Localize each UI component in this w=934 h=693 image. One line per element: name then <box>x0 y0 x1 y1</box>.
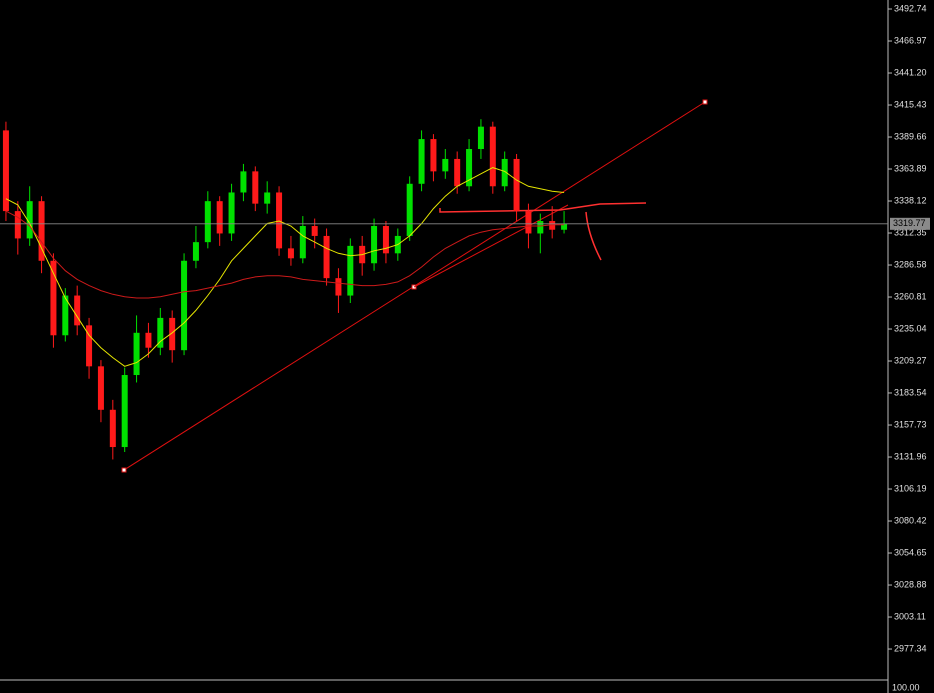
y-tick-label: 3338.12 <box>894 195 927 205</box>
candle-body <box>50 260 57 336</box>
y-tick-label: 3415.43 <box>894 99 927 109</box>
candle-body <box>204 201 211 243</box>
y-tick-label: 3492.74 <box>894 3 927 13</box>
y-tick-label: 3286.58 <box>894 259 927 269</box>
candle-body <box>216 201 223 234</box>
y-tick-label: 3028.88 <box>894 579 927 589</box>
drawn-level <box>439 202 647 213</box>
candle-body <box>335 278 342 296</box>
y-tick-label: 3209.27 <box>894 355 927 365</box>
candle-body <box>287 248 294 259</box>
indicator-label: 100.00 <box>892 682 920 692</box>
candle-body <box>74 295 81 326</box>
candle-body <box>537 221 544 234</box>
candle-body <box>477 126 484 150</box>
candle-body <box>252 171 259 204</box>
y-tick-label: 3157.73 <box>894 419 927 429</box>
candle-body <box>169 317 176 351</box>
y-tick-label: 2977.34 <box>894 643 927 653</box>
last-price-label: 3319.77 <box>893 218 926 228</box>
y-tick-label: 3183.54 <box>894 387 927 397</box>
moving-average <box>5 167 565 367</box>
candle-body <box>157 317 164 348</box>
candle-body <box>323 235 330 279</box>
y-tick-label: 3080.42 <box>894 515 927 525</box>
candle-body <box>371 226 378 264</box>
y-tick-label: 3054.65 <box>894 547 927 557</box>
y-tick-label: 3003.11 <box>894 611 926 621</box>
y-tick-label: 3131.96 <box>894 451 927 461</box>
y-tick-label: 3441.20 <box>894 67 927 77</box>
last-price-box <box>890 217 930 230</box>
candle-body <box>406 183 413 236</box>
candle-body <box>561 223 568 230</box>
candle-body <box>442 158 449 172</box>
y-tick-label: 3106.19 <box>894 483 927 493</box>
y-tick-label: 3466.97 <box>894 35 927 45</box>
candle-body <box>489 126 496 187</box>
candle-body <box>145 332 152 348</box>
candle-body <box>264 192 271 204</box>
anchor <box>702 99 708 105</box>
moving-average <box>5 210 565 299</box>
anchor <box>121 467 127 473</box>
y-tick-label: 3235.04 <box>894 323 927 333</box>
candle-body <box>14 211 21 239</box>
drawn-stroke <box>585 211 602 261</box>
candle-body <box>299 226 306 259</box>
candle-body <box>38 201 45 261</box>
candle-body <box>276 192 283 249</box>
candle-body <box>418 139 425 184</box>
candle-body <box>192 242 199 261</box>
candle-body <box>466 149 473 187</box>
candle-body <box>181 260 188 351</box>
y-tick-label: 3389.66 <box>894 131 927 141</box>
candle-body <box>133 332 140 376</box>
candle-body <box>430 139 437 172</box>
candle-body <box>26 201 33 239</box>
candle-body <box>549 221 556 230</box>
y-tick-label: 3260.81 <box>894 291 927 301</box>
candle-body <box>454 158 461 187</box>
candle-body <box>97 366 104 410</box>
trend-line-3 <box>413 204 569 288</box>
candle-body <box>347 245 354 296</box>
candle-body <box>240 171 247 193</box>
candle-body <box>513 158 520 212</box>
candle-body <box>2 130 9 212</box>
candle-body <box>109 409 116 448</box>
y-tick-label: 3363.89 <box>894 163 927 173</box>
candle-body <box>525 211 532 234</box>
candle-body <box>121 375 128 448</box>
candle-body <box>501 158 508 187</box>
candle-body <box>382 226 389 254</box>
candle-body <box>62 295 69 336</box>
candle-body <box>228 192 235 234</box>
y-tick-label: 3312.35 <box>894 227 927 237</box>
candle-body <box>311 226 318 236</box>
candle-body <box>86 325 93 367</box>
